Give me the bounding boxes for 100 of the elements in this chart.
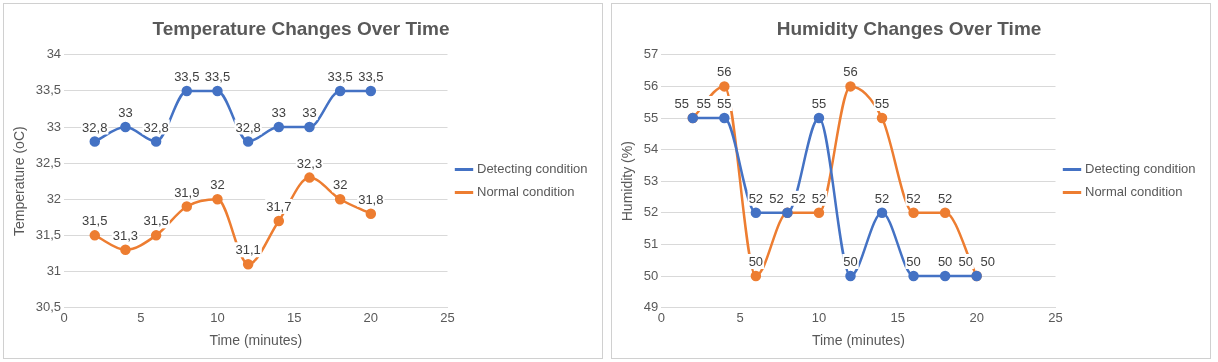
point: [181, 201, 193, 212]
data-label: 32: [332, 177, 348, 193]
x-tick-label: 0: [657, 309, 665, 325]
y-tick-label: 52: [643, 204, 659, 220]
x-tick-label: 25: [1048, 309, 1063, 325]
y-tick-label: 56: [643, 77, 659, 93]
legend-label: Normal condition: [477, 184, 575, 200]
point: [365, 85, 377, 97]
y-tick-label: 50: [643, 267, 659, 283]
point: [181, 85, 193, 97]
data-label: 33: [118, 105, 133, 121]
data-label: 56: [717, 64, 732, 80]
x-tick-label: 15: [286, 309, 302, 325]
point: [212, 194, 223, 205]
point: [750, 270, 762, 282]
point: [719, 81, 730, 92]
point: [719, 112, 730, 124]
point: [334, 85, 346, 97]
y-tick-label: 53: [643, 172, 659, 188]
point: [908, 270, 919, 282]
point: [334, 194, 346, 205]
data-label: 52: [874, 190, 890, 206]
point: [120, 244, 131, 256]
point: [750, 207, 762, 219]
y-tick-label: 54: [643, 141, 659, 157]
data-label: 31,7: [266, 199, 292, 214]
y-tick-label: 32,5: [35, 154, 62, 170]
point: [242, 259, 254, 270]
y-tick-label: 49: [643, 299, 659, 315]
x-tick-label: 15: [890, 309, 906, 325]
data-label: 32,8: [82, 119, 108, 135]
y-tick-label: 32: [46, 190, 62, 206]
data-label: 33,5: [174, 68, 200, 84]
point: [365, 208, 377, 219]
point: [876, 112, 888, 124]
chart-title: Temperature Changes Over Time: [152, 17, 450, 39]
y-axis-title: Humidity (%): [619, 141, 636, 222]
y-tick-label: 55: [643, 109, 659, 125]
point: [845, 270, 856, 282]
point: [120, 121, 131, 133]
point: [273, 121, 285, 133]
data-label: 33: [302, 105, 317, 121]
x-tick-label: 5: [736, 309, 744, 325]
x-axis-title: Time (minutes): [811, 332, 905, 349]
y-tick-label: 34: [46, 46, 62, 62]
point: [813, 207, 825, 219]
data-label: 31,3: [112, 227, 139, 243]
data-label: 55: [811, 96, 827, 112]
point: [212, 85, 223, 97]
data-label: 32,8: [235, 119, 261, 135]
data-label: 50: [958, 254, 973, 270]
point: [876, 207, 888, 219]
data-label: 55: [674, 96, 690, 112]
data-label: 33: [271, 105, 287, 121]
data-label: 52: [791, 190, 806, 206]
data-label: 52: [769, 190, 784, 206]
x-tick-label: 10: [210, 309, 225, 325]
data-label: 52: [906, 190, 921, 206]
point: [939, 270, 951, 282]
x-tick-label: 20: [363, 309, 379, 325]
data-label: 31,5: [82, 213, 108, 229]
data-label: 50: [906, 254, 921, 270]
data-label: 55: [696, 96, 712, 112]
point: [89, 230, 101, 241]
legend-label: Detecting condition: [477, 161, 588, 177]
data-label: 50: [748, 254, 764, 270]
data-label: 33,5: [204, 68, 231, 84]
data-label: 31,5: [143, 213, 169, 229]
point: [150, 136, 162, 147]
point: [813, 112, 825, 124]
x-tick-label: 5: [137, 309, 145, 325]
data-label: 50: [980, 254, 995, 270]
x-tick-label: 10: [811, 309, 827, 325]
data-label: 33,5: [358, 68, 384, 84]
point: [908, 207, 919, 219]
x-tick-label: 0: [60, 309, 68, 325]
data-label: 32: [210, 177, 225, 193]
legend-label: Normal condition: [1085, 184, 1183, 200]
data-label: 52: [937, 190, 953, 206]
point: [304, 172, 315, 183]
chart-title: Humidity Changes Over Time: [776, 17, 1042, 39]
point: [304, 121, 315, 133]
y-tick-label: 31: [46, 263, 62, 279]
point: [939, 207, 951, 219]
data-label: 52: [748, 190, 764, 206]
point: [273, 215, 285, 227]
y-tick-label: 33: [46, 118, 62, 134]
data-label: 52: [811, 190, 827, 206]
y-tick-label: 31,5: [35, 226, 62, 242]
data-label: 32,3: [296, 155, 323, 171]
x-axis-title: Time (minutes): [209, 332, 303, 349]
y-tick-label: 33,5: [35, 82, 62, 98]
data-label: 32,8: [143, 119, 169, 135]
point: [150, 230, 162, 241]
legend-label: Detecting condition: [1085, 161, 1196, 177]
y-axis-title: Temperature (oC): [11, 126, 28, 237]
y-tick-label: 30,5: [35, 299, 62, 315]
data-label: 56: [843, 64, 858, 80]
data-label: 55: [717, 96, 732, 112]
y-tick-label: 51: [643, 235, 659, 251]
